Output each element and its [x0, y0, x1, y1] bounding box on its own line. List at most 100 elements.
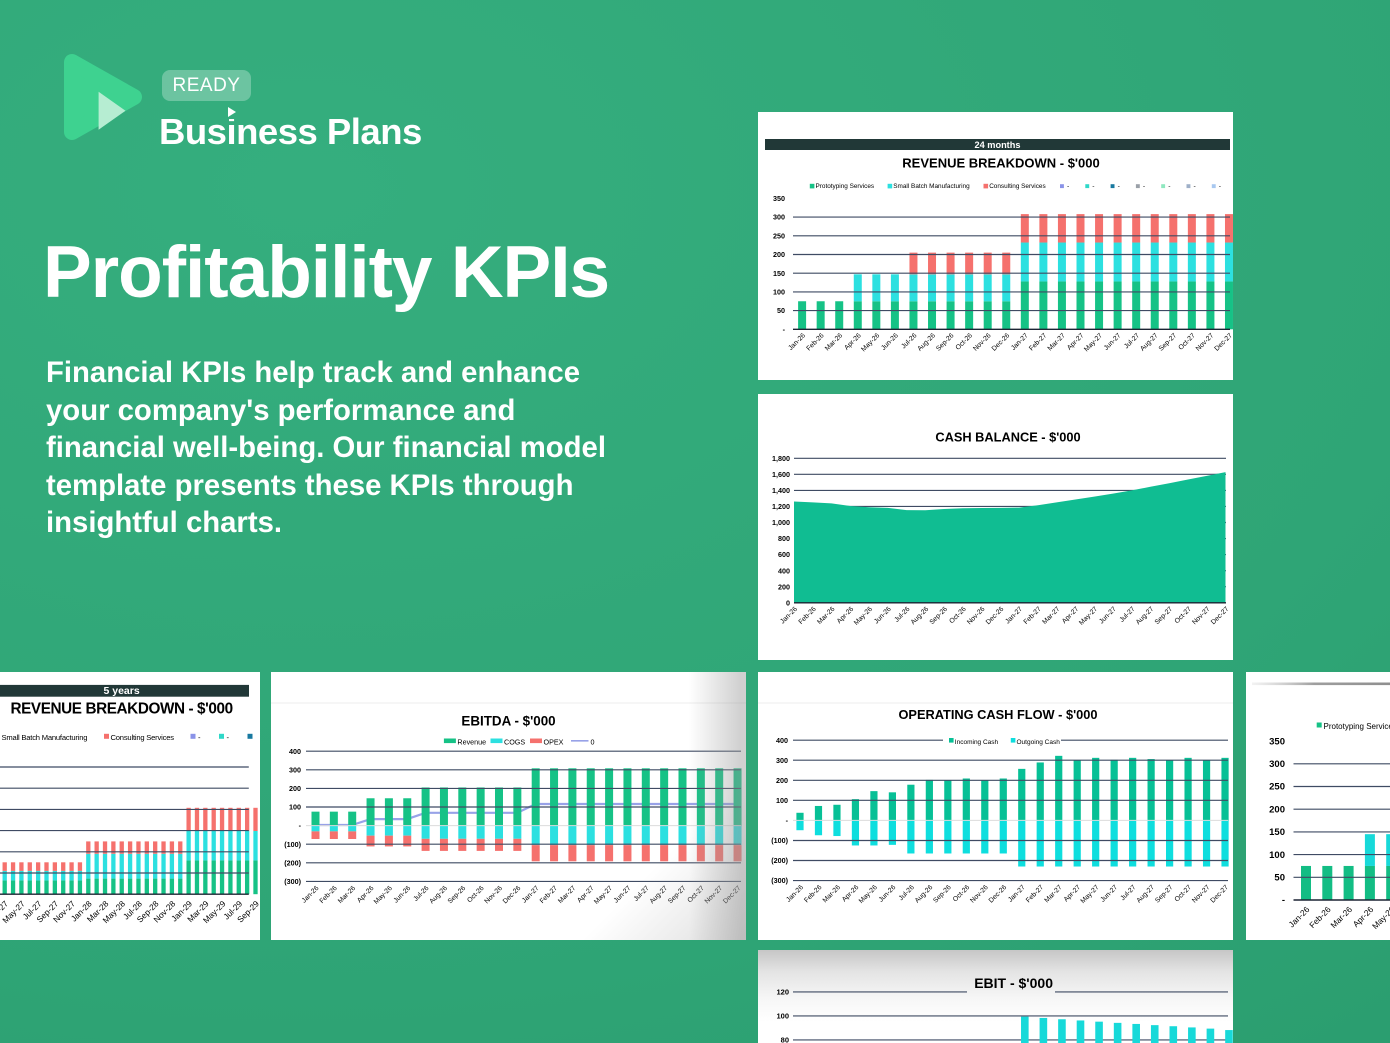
- svg-text:Nov-27: Nov-27: [1195, 332, 1216, 353]
- svg-text:Small Batch Manufacturing: Small Batch Manufacturing: [893, 183, 970, 190]
- svg-text:Aug-27: Aug-27: [1135, 606, 1156, 627]
- svg-text:Incoming Cash: Incoming Cash: [955, 739, 999, 746]
- svg-text:OPEX: OPEX: [544, 738, 564, 747]
- svg-text:400: 400: [778, 566, 790, 575]
- svg-text:50: 50: [777, 306, 785, 315]
- svg-text:-: -: [1282, 895, 1285, 906]
- svg-text:200: 200: [776, 776, 788, 785]
- svg-text:Jun-26: Jun-26: [873, 606, 893, 626]
- svg-text:-: -: [227, 733, 230, 742]
- svg-text:Mar-26: Mar-26: [816, 606, 836, 626]
- svg-text:May-27: May-27: [1083, 332, 1104, 353]
- svg-text:Mar-26: Mar-26: [1328, 904, 1354, 930]
- svg-text:300: 300: [776, 756, 788, 765]
- svg-text:0: 0: [591, 738, 595, 747]
- svg-text:150: 150: [1269, 827, 1285, 838]
- svg-text:350: 350: [1269, 736, 1285, 747]
- svg-text:600: 600: [778, 550, 790, 559]
- svg-text:Feb-26: Feb-26: [805, 332, 825, 352]
- svg-text:-: -: [299, 821, 302, 830]
- svg-text:Jun-26: Jun-26: [878, 884, 898, 904]
- svg-text:Small Batch Manufacturing: Small Batch Manufacturing: [2, 733, 88, 742]
- svg-text:24 months: 24 months: [975, 140, 1021, 150]
- svg-text:Feb-26: Feb-26: [1307, 904, 1333, 930]
- svg-text:REVENUE BREAKDOWN - $'000: REVENUE BREAKDOWN - $'000: [10, 701, 232, 718]
- svg-text:-: -: [1143, 183, 1145, 190]
- svg-text:-: -: [1194, 183, 1196, 190]
- svg-text:(300): (300): [284, 877, 301, 886]
- svg-text:400: 400: [776, 736, 788, 745]
- svg-text:Dec-27: Dec-27: [1213, 332, 1233, 353]
- svg-text:Feb-27: Feb-27: [1023, 606, 1043, 626]
- svg-text:-: -: [1067, 183, 1069, 190]
- svg-text:200: 200: [289, 784, 301, 793]
- svg-text:250: 250: [1269, 782, 1285, 793]
- svg-text:Nov-27: Nov-27: [1191, 884, 1212, 905]
- svg-text:May-26: May-26: [853, 606, 874, 627]
- svg-text:Jan-27: Jan-27: [1007, 884, 1027, 904]
- svg-text:Prototyping Services: Prototyping Services: [816, 183, 875, 190]
- svg-text:(100): (100): [284, 840, 301, 849]
- svg-text:400: 400: [289, 747, 301, 756]
- svg-text:300: 300: [1269, 759, 1285, 770]
- svg-text:Oct-26: Oct-26: [948, 606, 968, 626]
- svg-text:May-27: May-27: [1078, 606, 1099, 627]
- svg-text:Dec-26: Dec-26: [988, 884, 1009, 905]
- svg-text:Jun-27: Jun-27: [1103, 332, 1123, 352]
- svg-text:Aug-26: Aug-26: [916, 332, 937, 353]
- svg-text:300: 300: [289, 765, 301, 774]
- svg-text:Oct-27: Oct-27: [1174, 884, 1194, 904]
- svg-text:200: 200: [778, 582, 790, 591]
- svg-text:CASH BALANCE - $'000: CASH BALANCE - $'000: [935, 430, 1080, 445]
- svg-text:(100): (100): [771, 836, 788, 845]
- svg-text:Nov-26: Nov-26: [972, 332, 993, 353]
- svg-text:Sep-27: Sep-27: [1154, 884, 1175, 905]
- svg-text:100: 100: [289, 803, 301, 812]
- svg-text:300: 300: [773, 213, 785, 222]
- svg-text:Dec-26: Dec-26: [985, 606, 1006, 627]
- svg-text:May-26: May-26: [1370, 904, 1390, 931]
- svg-text:Aug-26: Aug-26: [914, 884, 935, 905]
- svg-text:Dec-27: Dec-27: [1210, 606, 1231, 627]
- svg-text:Nov-26: Nov-26: [969, 884, 990, 905]
- svg-text:1,200: 1,200: [772, 502, 790, 511]
- svg-text:Jan-26: Jan-26: [1286, 904, 1311, 929]
- svg-text:200: 200: [1269, 804, 1285, 815]
- svg-text:100: 100: [776, 796, 788, 805]
- svg-text:0: 0: [786, 598, 790, 607]
- svg-text:EBITDA - $'000: EBITDA - $'000: [461, 714, 555, 729]
- svg-text:COGS: COGS: [504, 738, 525, 747]
- svg-text:Nov-26: Nov-26: [966, 606, 987, 627]
- svg-text:Sep-26: Sep-26: [932, 884, 953, 905]
- svg-text:-: -: [783, 325, 786, 334]
- svg-text:Mar-27: Mar-27: [1041, 606, 1061, 626]
- svg-text:Jan-27: Jan-27: [1010, 332, 1030, 352]
- svg-text:-: -: [198, 733, 201, 742]
- svg-text:Feb-26: Feb-26: [798, 606, 818, 626]
- svg-text:Outgoing Cash: Outgoing Cash: [1017, 739, 1061, 746]
- svg-text:OPERATING CASH FLOW - $'000: OPERATING CASH FLOW - $'000: [898, 707, 1097, 722]
- svg-text:50: 50: [1274, 873, 1285, 884]
- svg-text:Feb-27: Feb-27: [1025, 884, 1045, 904]
- svg-text:350: 350: [773, 194, 785, 203]
- svg-text:Mar-27: Mar-27: [1043, 884, 1063, 904]
- svg-text:-: -: [1092, 183, 1094, 190]
- svg-text:100: 100: [1269, 850, 1285, 861]
- svg-text:Mar-26: Mar-26: [822, 884, 842, 904]
- svg-text:Sep-26: Sep-26: [929, 606, 950, 627]
- svg-text:Revenue: Revenue: [457, 738, 486, 747]
- svg-text:Oct-27: Oct-27: [1174, 606, 1194, 626]
- svg-text:Oct-27: Oct-27: [1177, 332, 1197, 352]
- svg-text:1,400: 1,400: [772, 486, 790, 495]
- svg-text:-: -: [1168, 183, 1170, 190]
- svg-text:EBIT - $'000: EBIT - $'000: [974, 975, 1053, 991]
- svg-text:150: 150: [773, 269, 785, 278]
- svg-text:Oct-26: Oct-26: [955, 332, 975, 352]
- svg-text:Mar-27: Mar-27: [1047, 332, 1067, 352]
- svg-text:May-26: May-26: [858, 884, 879, 905]
- svg-text:Consulting Services: Consulting Services: [989, 183, 1045, 190]
- svg-text:Jun-26: Jun-26: [880, 332, 900, 352]
- svg-text:Jan-26: Jan-26: [787, 332, 807, 352]
- svg-text:1,800: 1,800: [772, 454, 790, 463]
- svg-text:1,000: 1,000: [772, 518, 790, 527]
